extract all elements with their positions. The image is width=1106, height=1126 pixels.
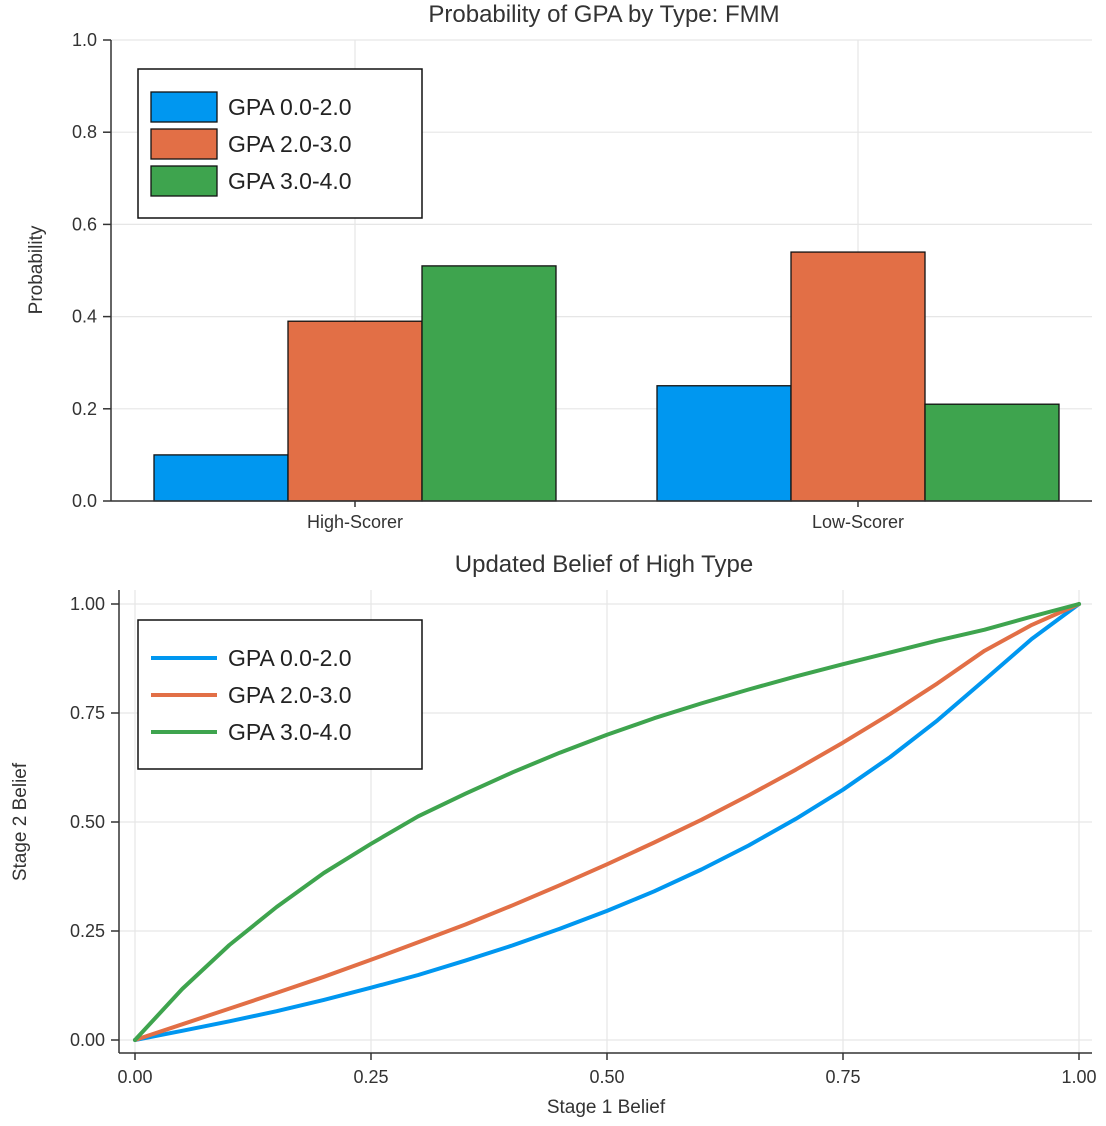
line-chart-legend: GPA 0.0-2.0 GPA 2.0-3.0 GPA 3.0-4.0 [137, 619, 423, 770]
bar-y-tick-label: 0.0 [72, 491, 97, 511]
line-x-tick-label: 1.00 [1061, 1067, 1096, 1087]
line-chart-title: Updated Belief of High Type [455, 551, 753, 578]
line-x-tick-label: 0.00 [117, 1067, 152, 1087]
line-chart-grid [119, 590, 1092, 1053]
line-x-tick-label: 0.50 [589, 1067, 624, 1087]
bar-gpa-0-0-2-0-high-scorer [153, 454, 289, 502]
line-series-gpa-0-0-2-0 [133, 602, 1081, 1042]
bar-chart-x-ticks: High-Scorer Low-Scorer [307, 501, 904, 532]
bar-y-tick-label: 0.4 [72, 307, 97, 327]
bar-x-tick-label: Low-Scorer [812, 512, 904, 532]
bar-y-tick-label: 1.0 [72, 30, 97, 50]
line-y-tick-label: 0.25 [70, 921, 105, 941]
line-chart-y-ticks: 0.00 0.25 0.50 0.75 1.00 [70, 594, 119, 1050]
bar-legend-swatch-gpa-0-0-2-0 [150, 91, 218, 123]
bar-y-tick-label: 0.8 [72, 122, 97, 142]
line-chart-panel: Updated Belief of High Type 0.00 0.25 0.50… [10, 551, 1097, 1118]
line-chart-x-ticks: 0.00 0.25 0.50 0.75 1.00 [117, 1053, 1097, 1087]
bar-legend-label: GPA 3.0-4.0 [228, 168, 352, 194]
line-y-tick-label: 0.75 [70, 703, 105, 723]
bar-gpa-0-0-2-0-low-scorer [656, 385, 792, 502]
line-chart-y-axis-label: Stage 2 Belief [10, 762, 31, 881]
bar-chart-bars [153, 251, 1060, 502]
bar-legend-label: GPA 0.0-2.0 [228, 94, 352, 120]
line-y-tick-label: 0.50 [70, 812, 105, 832]
bar-legend-swatch-gpa-2-0-3-0 [150, 128, 218, 160]
bar-gpa-2-0-3-0-low-scorer [790, 251, 926, 502]
line-legend-label: GPA 3.0-4.0 [228, 719, 352, 745]
line-x-tick-label: 0.25 [353, 1067, 388, 1087]
line-series-gpa-3-0-4-0 [133, 602, 1081, 1042]
bar-chart-title: Probability of GPA by Type: FMM [428, 1, 779, 28]
line-series-gpa-2-0-3-0 [133, 602, 1081, 1042]
line-chart-x-axis-label: Stage 1 Belief [547, 1097, 666, 1118]
bar-y-tick-label: 0.6 [72, 214, 97, 234]
line-legend-label: GPA 0.0-2.0 [228, 645, 352, 671]
bar-chart-y-ticks: 0.0 0.2 0.4 0.6 0.8 1.0 [72, 30, 111, 511]
line-y-tick-label: 1.00 [70, 594, 105, 614]
bar-x-tick-label: High-Scorer [307, 512, 403, 532]
line-legend-label: GPA 2.0-3.0 [228, 682, 352, 708]
bar-gpa-3-0-4-0-low-scorer [924, 403, 1060, 502]
bar-gpa-3-0-4-0-high-scorer [421, 265, 557, 502]
bar-chart-panel: Probability of GPA by Type: FMM 0.00.20.… [26, 1, 1092, 532]
bar-gpa-2-0-3-0-high-scorer [287, 320, 423, 502]
bar-chart-legend: GPA 0.0-2.0 GPA 2.0-3.0 GPA 3.0-4.0 [137, 68, 423, 219]
bar-y-tick-label: 0.2 [72, 399, 97, 419]
line-x-tick-label: 0.75 [825, 1067, 860, 1087]
line-y-tick-label: 0.00 [70, 1030, 105, 1050]
bar-chart-y-axis-label: Probability [26, 225, 47, 314]
bar-legend-label: GPA 2.0-3.0 [228, 131, 352, 157]
bar-legend-swatch-gpa-3-0-4-0 [150, 165, 218, 197]
bar-chart-axes [110, 40, 1092, 502]
line-chart-lines [133, 602, 1081, 1042]
